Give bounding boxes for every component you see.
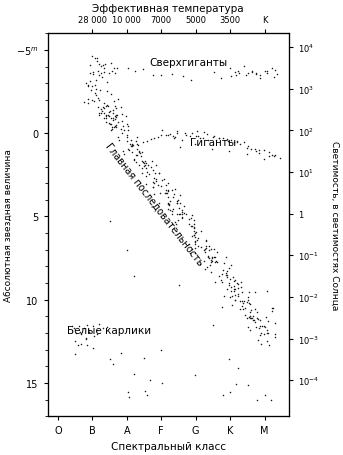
Y-axis label: Абсолютная звездная величина: Абсолютная звездная величина	[4, 149, 13, 302]
Text: Главная последовательность: Главная последовательность	[104, 141, 205, 267]
X-axis label: Спектральный класс: Спектральный класс	[110, 441, 226, 451]
Y-axis label: Светимость, в светимостях Солнца: Светимость, в светимостях Солнца	[330, 141, 339, 310]
Text: Сверхгиганты: Сверхгиганты	[150, 57, 228, 67]
X-axis label: Эффективная температура: Эффективная температура	[92, 4, 244, 14]
Text: Белые карлики: Белые карлики	[68, 325, 152, 335]
Text: Гиганты: Гиганты	[190, 137, 236, 147]
